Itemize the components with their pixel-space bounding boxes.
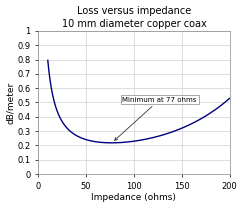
Text: Minimum at 77 ohms: Minimum at 77 ohms (115, 97, 197, 140)
Y-axis label: dB/meter: dB/meter (6, 81, 15, 124)
X-axis label: Impedance (ohms): Impedance (ohms) (91, 193, 176, 202)
Title: Loss versus impedance
10 mm diameter copper coax: Loss versus impedance 10 mm diameter cop… (61, 6, 206, 29)
